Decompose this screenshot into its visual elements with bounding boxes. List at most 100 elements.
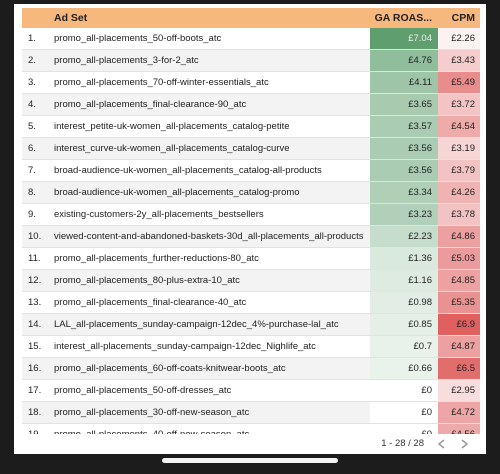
row-index: 12. <box>28 275 42 286</box>
ga-roas-cell: £1.36 <box>370 248 438 269</box>
cpm-cell: £5.35 <box>438 292 480 313</box>
column-header[interactable]: GA ROAS... <box>374 12 432 24</box>
ad-set-name: promo_all-placements_80-plus-extra-10_at… <box>54 275 240 286</box>
table-row: 5. interest_petite-uk-women_all-placement… <box>22 116 480 138</box>
cpm-cell: £4.86 <box>438 226 480 247</box>
table-row: 3. promo_all-placements_70-off-winter-ess… <box>22 72 480 94</box>
header-row: Ad Set GA ROAS... CPM <box>22 8 480 28</box>
ad-set-name: interest_petite-uk-women_all-placements_… <box>54 121 290 132</box>
ad-set-name: promo_all-placements_70-off-winter-essen… <box>54 77 269 88</box>
row-index: 13. <box>28 297 42 308</box>
row-index: 6. <box>28 143 36 154</box>
table-row: 17. promo_all-placements_50-off-dresses_a… <box>22 380 480 402</box>
ga-roas-cell: £1.16 <box>370 270 438 291</box>
ga-roas-cell: £4.11 <box>370 72 438 93</box>
table-row: 9. existing-customers-2y_all-placements_b… <box>22 204 480 226</box>
ga-roas-cell: £0.85 <box>370 314 438 335</box>
cpm-cell: £4.85 <box>438 270 480 291</box>
table-panel: Ad Set GA ROAS... CPM 1. promo_all-placement… <box>14 4 486 454</box>
cpm-cell: £4.56 <box>438 424 480 434</box>
table-row: 12. promo_all-placements_80-plus-extra-10… <box>22 270 480 292</box>
cpm-cell: £3.78 <box>438 204 480 225</box>
cpm-cell: £3.43 <box>438 50 480 71</box>
cpm-cell: £3.72 <box>438 94 480 115</box>
ad-set-name: broad-audience-uk-women_all-placements_c… <box>54 165 322 176</box>
ga-roas-cell: £0 <box>370 424 438 434</box>
ga-roas-cell: £3.56 <box>370 160 438 181</box>
row-index: 11. <box>28 253 41 264</box>
ga-roas-cell: £3.56 <box>370 138 438 159</box>
row-index: 9. <box>28 209 36 220</box>
row-index: 1. <box>28 33 36 44</box>
table-row: 2. promo_all-placements_3-for-2_atc £4.76 £… <box>22 50 480 72</box>
cpm-cell: £4.26 <box>438 182 480 203</box>
row-index: 19. <box>22 424 52 434</box>
row-index: 2. <box>28 55 36 66</box>
ga-roas-cell: £0.7 <box>370 336 438 357</box>
row-index: 5. <box>28 121 36 132</box>
cpm-cell: £3.19 <box>438 138 480 159</box>
ad-set-name: existing-customers-2y_all-placements_bes… <box>54 209 264 220</box>
ad-set-name: interest_curve-uk-women_all-placements_c… <box>54 143 290 154</box>
ga-roas-cell: £3.57 <box>370 116 438 137</box>
cpm-cell: £4.87 <box>438 336 480 357</box>
next-page[interactable] <box>461 439 469 449</box>
cpm-cell: £4.54 <box>438 116 480 137</box>
table-row: 16. promo_all-placements_60-off-coats-kni… <box>22 358 480 380</box>
table-row: 6. interest_curve-uk-women_all-placements… <box>22 138 480 160</box>
column-header[interactable]: Ad Set <box>54 12 88 24</box>
pagination: 1 - 28 / 28 <box>381 438 424 449</box>
row-index: 10. <box>28 231 42 242</box>
home-indicator <box>162 458 338 463</box>
table-row: 14. LAL_all-placements_sunday-campaign-12… <box>22 314 480 336</box>
row-index: 7. <box>28 165 36 176</box>
cpm-cell: £6.5 <box>438 358 480 379</box>
table-row: 19.promo_all-placements_40-off-new-seaso… <box>22 424 480 434</box>
ad-set-name: promo_all-placements_further-reductions-… <box>54 253 259 264</box>
table-row: 4. promo_all-placements_final-clearance-9… <box>22 94 480 116</box>
ad-set-name: promo_all-placements_final-clearance-40_… <box>54 297 247 308</box>
table-row: 11. promo_all-placements_further-reductio… <box>22 248 480 270</box>
ga-roas-cell: £7.04 <box>370 28 438 49</box>
table-row: 8. broad-audience-uk-women_all-placements… <box>22 182 480 204</box>
cpm-cell: £5.49 <box>438 72 480 93</box>
row-index: 14. <box>28 319 42 330</box>
row-index: 16. <box>28 363 42 374</box>
table: Ad Set GA ROAS... CPM 1. promo_all-placement… <box>22 8 480 434</box>
prev-page[interactable] <box>437 439 445 449</box>
ad-set-name: promo_all-placements_50-off-boots_atc <box>54 33 222 44</box>
cpm-cell: £3.79 <box>438 160 480 181</box>
table-row: 7. broad-audience-uk-women_all-placements… <box>22 160 480 182</box>
table-row: 13. promo_all-placements_final-clearance-… <box>22 292 480 314</box>
ga-roas-cell: £4.76 <box>370 50 438 71</box>
column-header[interactable]: CPM <box>451 12 475 24</box>
table-row: 18. promo_all-placements_30-off-new-seaso… <box>22 402 480 424</box>
row-index: 8. <box>28 187 36 198</box>
row-index: 4. <box>28 99 36 110</box>
ad-set-name: promo_all-placements_3-for-2_atc <box>54 55 199 66</box>
row-index: 15. <box>28 341 42 352</box>
ad-set-name: interest_all-placements_sunday-campaign-… <box>54 341 316 352</box>
cpm-cell: £2.95 <box>438 380 480 401</box>
ad-set-name: promo_all-placements_60-off-coats-knitwe… <box>54 363 286 374</box>
cpm-cell: £6.9 <box>438 314 480 335</box>
ad-set-name: promo_all-placements_50-off-dresses_atc <box>54 385 232 396</box>
row-index: 3. <box>28 77 36 88</box>
ga-roas-cell: £3.34 <box>370 182 438 203</box>
ga-roas-cell: £0 <box>370 380 438 401</box>
table-row: 15. interest_all-placements_sunday-campai… <box>22 336 480 358</box>
ad-set-name: viewed-content-and-abandoned-baskets-30d… <box>54 231 364 242</box>
ad-set-name: broad-audience-uk-women_all-placements_c… <box>54 187 300 198</box>
cpm-cell: £2.26 <box>438 28 480 49</box>
cpm-cell: £5.03 <box>438 248 480 269</box>
table-row: 1. promo_all-placements_50-off-boots_atc £… <box>22 28 480 50</box>
ad-set-name: promo_all-placements_40-off-new-season_a… <box>52 424 370 434</box>
pager-arrows[interactable] <box>434 438 474 450</box>
ga-roas-cell: £0 <box>370 402 438 423</box>
table-row: 10. viewed-content-and-abandoned-baskets-… <box>22 226 480 248</box>
ga-roas-cell: £3.23 <box>370 204 438 225</box>
ga-roas-cell: £0.98 <box>370 292 438 313</box>
ad-set-name: LAL_all-placements_sunday-campaign-12dec… <box>54 319 339 330</box>
row-index: 17. <box>28 385 42 396</box>
